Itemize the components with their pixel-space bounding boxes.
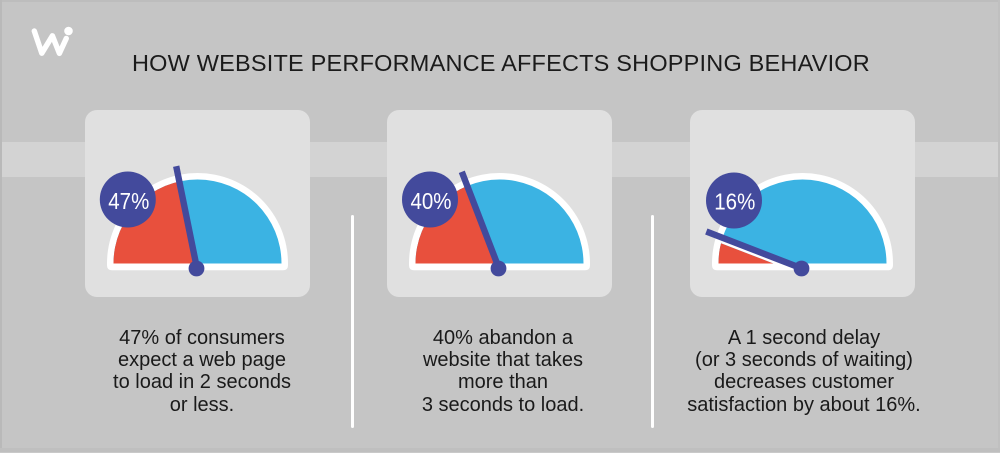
svg-text:16%: 16% xyxy=(714,189,755,215)
svg-text:47%: 47% xyxy=(108,188,149,214)
svg-text:40%: 40% xyxy=(411,188,452,214)
